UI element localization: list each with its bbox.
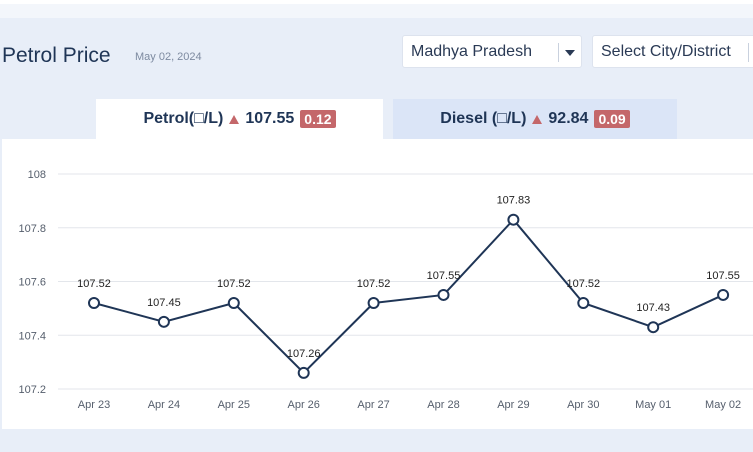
data-point bbox=[227, 297, 240, 309]
tab-petrol-label: Petrol(□/L) bbox=[143, 110, 224, 127]
data-point bbox=[647, 321, 660, 334]
chevron-down-icon[interactable] bbox=[565, 50, 575, 56]
data-label: 107.43 bbox=[636, 302, 670, 314]
price-up-icon bbox=[229, 114, 240, 124]
price-up-icon bbox=[532, 114, 543, 124]
data-label: 107.52 bbox=[357, 278, 391, 290]
data-label: 107.52 bbox=[77, 278, 111, 290]
price-date: May 02, 2024 bbox=[135, 51, 202, 63]
data-point bbox=[717, 288, 730, 301]
tab-diesel-price: 92.84 bbox=[548, 110, 589, 127]
top-band bbox=[0, 4, 753, 18]
price-line-chart: 107.2 107.4 107.6 107.8 108 Apr 23 Apr 24 Apr 2… bbox=[18, 169, 753, 411]
data-label: 107.55 bbox=[427, 270, 461, 282]
select-divider bbox=[748, 43, 749, 62]
top-strip bbox=[0, 0, 753, 4]
city-select[interactable]: Select City/District bbox=[592, 35, 753, 68]
data-label: 107.52 bbox=[217, 278, 251, 290]
data-point bbox=[437, 288, 450, 301]
x-tick-label: Apr 25 bbox=[218, 399, 250, 411]
tab-petrol-price: 107.55 bbox=[245, 110, 295, 127]
x-tick-label: May 02 bbox=[705, 399, 741, 411]
data-label: 107.45 bbox=[147, 297, 181, 309]
tab-diesel-change-badge: 0.09 bbox=[594, 110, 630, 128]
data-point bbox=[367, 297, 380, 309]
data-label: 107.52 bbox=[566, 278, 600, 290]
y-tick-label: 107.6 bbox=[18, 277, 46, 289]
x-tick-label: Apr 30 bbox=[567, 399, 599, 411]
y-tick-label: 107.4 bbox=[18, 330, 46, 342]
x-tick-label: Apr 23 bbox=[78, 399, 110, 411]
data-label: 107.26 bbox=[287, 348, 321, 360]
series-line bbox=[93, 218, 724, 375]
page-title: Petrol Price bbox=[2, 44, 111, 67]
x-tick-label: Apr 29 bbox=[497, 399, 529, 411]
tab-petrol[interactable]: Petrol(□/L) 107.55 0.12 bbox=[96, 99, 383, 139]
x-tick-label: Apr 26 bbox=[287, 399, 319, 411]
chart-panel: 107.2 107.4 107.6 107.8 108 Apr 23 Apr 24 Apr 2… bbox=[2, 139, 753, 429]
data-point bbox=[507, 213, 520, 226]
y-tick-label: 107.8 bbox=[18, 223, 46, 235]
data-label: 107.83 bbox=[497, 195, 531, 207]
x-tick-label: May 01 bbox=[635, 399, 671, 411]
data-point bbox=[577, 297, 590, 309]
x-tick-label: Apr 27 bbox=[357, 399, 389, 411]
tab-diesel-label: Diesel (□/L) bbox=[440, 110, 527, 127]
y-tick-label: 107.2 bbox=[18, 384, 46, 396]
state-select-value: Madhya Pradesh bbox=[411, 43, 532, 60]
state-select[interactable]: Madhya Pradesh bbox=[402, 35, 582, 68]
tab-diesel[interactable]: Diesel (□/L) 92.84 0.09 bbox=[393, 99, 677, 139]
data-point bbox=[297, 366, 310, 379]
x-tick-label: Apr 28 bbox=[427, 399, 459, 411]
select-divider bbox=[558, 43, 559, 62]
y-tick-label: 108 bbox=[28, 169, 46, 181]
x-tick-label: Apr 24 bbox=[148, 399, 180, 411]
data-point bbox=[157, 315, 170, 328]
data-point bbox=[88, 297, 100, 309]
city-select-placeholder: Select City/District bbox=[601, 43, 731, 60]
tab-petrol-change-badge: 0.12 bbox=[300, 110, 336, 128]
data-label: 107.55 bbox=[706, 270, 740, 282]
